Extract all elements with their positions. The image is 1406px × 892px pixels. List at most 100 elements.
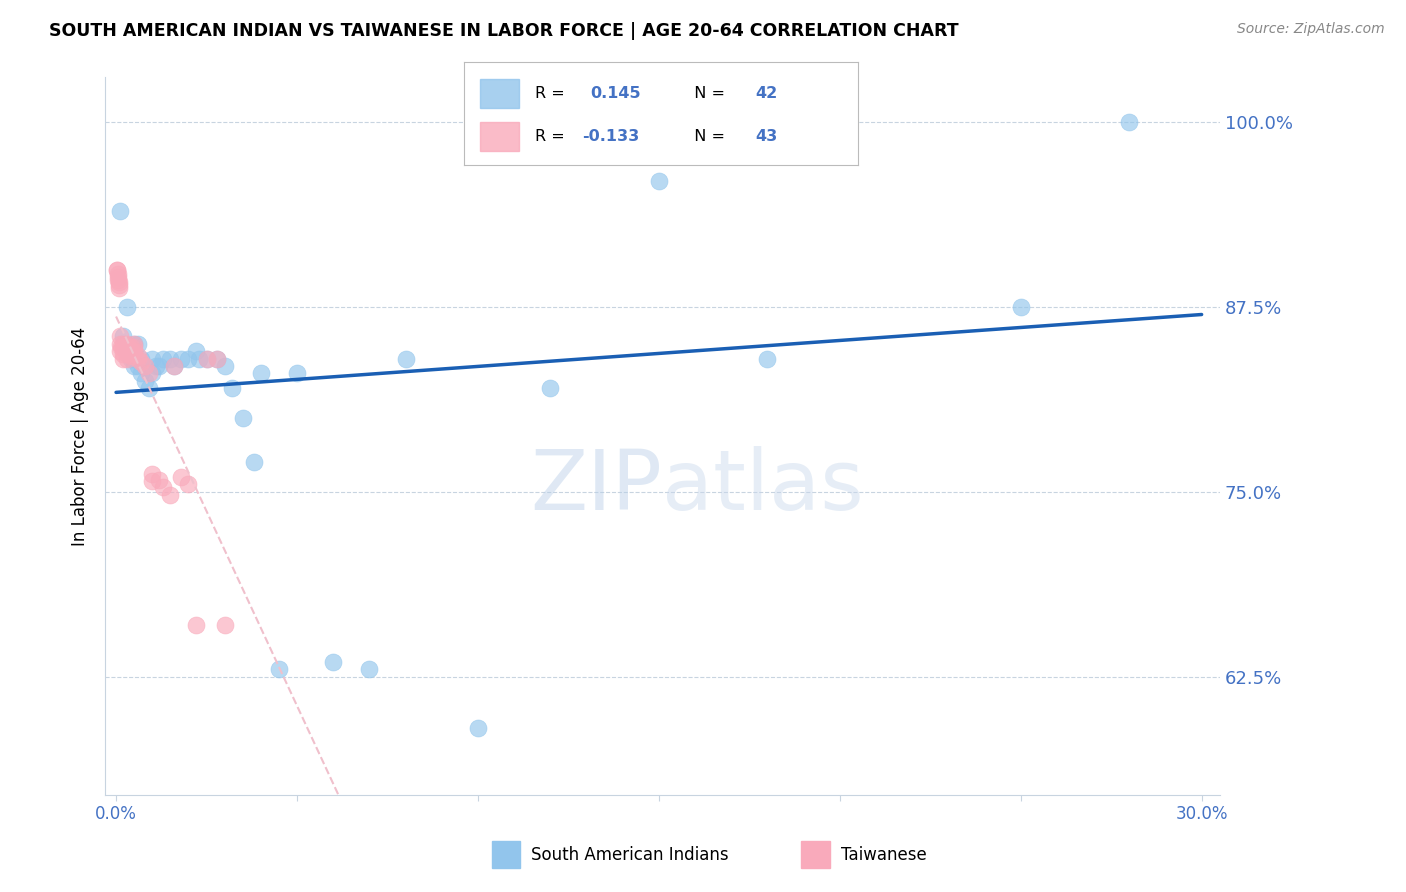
Point <box>648 174 671 188</box>
Point <box>112 329 135 343</box>
Point <box>120 340 142 354</box>
Point <box>214 359 236 373</box>
Point <box>148 359 170 373</box>
Text: SOUTH AMERICAN INDIAN VS TAIWANESE IN LABOR FORCE | AGE 20-64 CORRELATION CHART: SOUTH AMERICAN INDIAN VS TAIWANESE IN LA… <box>49 22 959 40</box>
Point <box>131 354 153 368</box>
Point <box>141 467 163 481</box>
Point <box>249 367 271 381</box>
Point <box>108 329 131 343</box>
Point <box>207 351 229 366</box>
Point <box>221 381 243 395</box>
Point <box>115 300 138 314</box>
Point <box>107 273 129 287</box>
Point <box>122 336 145 351</box>
Point <box>148 473 170 487</box>
Point <box>159 488 181 502</box>
Point <box>134 374 156 388</box>
Point <box>105 262 128 277</box>
Point <box>141 475 163 489</box>
Point <box>138 381 160 395</box>
Point <box>285 367 308 381</box>
Point <box>107 275 129 289</box>
Point <box>131 351 153 366</box>
Text: 43: 43 <box>755 128 778 144</box>
Point <box>120 349 142 363</box>
Point <box>122 340 145 354</box>
Point <box>195 351 218 366</box>
Point <box>108 280 131 294</box>
Point <box>267 662 290 676</box>
Text: Source: ZipAtlas.com: Source: ZipAtlas.com <box>1237 22 1385 37</box>
Point <box>145 359 167 373</box>
Point <box>188 351 211 366</box>
Text: South American Indians: South American Indians <box>531 846 730 863</box>
Point <box>112 351 135 366</box>
Point <box>322 655 344 669</box>
Point <box>170 470 193 484</box>
Point <box>115 336 138 351</box>
Point <box>177 477 200 491</box>
Bar <box>479 122 519 151</box>
Point <box>1010 300 1032 314</box>
Point <box>108 203 131 218</box>
Text: atlas: atlas <box>662 446 865 527</box>
Point <box>163 359 186 373</box>
Point <box>232 410 254 425</box>
Point <box>394 351 416 366</box>
Point <box>163 359 186 373</box>
Point <box>108 336 131 351</box>
Point <box>141 351 163 366</box>
Point <box>105 262 128 277</box>
Point <box>108 277 131 292</box>
Bar <box>479 78 519 108</box>
Point <box>184 344 207 359</box>
Point <box>207 351 229 366</box>
Point <box>131 367 153 381</box>
Point <box>242 455 264 469</box>
Point <box>159 351 181 366</box>
Point <box>127 349 149 363</box>
Point <box>184 618 207 632</box>
Text: ZIP: ZIP <box>530 446 662 527</box>
Point <box>127 359 149 373</box>
Point <box>138 367 160 381</box>
Point <box>115 340 138 354</box>
Point <box>115 351 138 366</box>
Text: Taiwanese: Taiwanese <box>841 846 927 863</box>
Point <box>107 270 129 285</box>
Point <box>170 351 193 366</box>
Text: R =: R = <box>534 86 575 101</box>
Text: 42: 42 <box>755 86 778 101</box>
Point <box>120 351 142 366</box>
Point <box>1118 115 1140 129</box>
Point <box>112 336 135 351</box>
Point <box>108 344 131 359</box>
Point <box>122 336 145 351</box>
Point <box>120 344 142 359</box>
Point <box>122 344 145 359</box>
Point <box>112 347 135 361</box>
Point <box>110 340 132 354</box>
Y-axis label: In Labor Force | Age 20-64: In Labor Force | Age 20-64 <box>72 326 89 546</box>
Text: -0.133: -0.133 <box>582 128 640 144</box>
Point <box>107 267 129 281</box>
Point <box>152 351 174 366</box>
Point <box>756 351 779 366</box>
Point <box>538 381 561 395</box>
Text: N =: N = <box>685 128 731 144</box>
Point <box>152 480 174 494</box>
Point <box>112 340 135 354</box>
Point <box>115 344 138 359</box>
Point <box>127 351 149 366</box>
Text: 0.145: 0.145 <box>591 86 641 101</box>
Text: N =: N = <box>685 86 731 101</box>
Point <box>359 662 381 676</box>
Point <box>141 367 163 381</box>
Point <box>134 359 156 373</box>
Point <box>122 359 145 373</box>
Text: R =: R = <box>534 128 569 144</box>
Point <box>115 347 138 361</box>
Point <box>127 336 149 351</box>
Point <box>195 351 218 366</box>
Point <box>214 618 236 632</box>
